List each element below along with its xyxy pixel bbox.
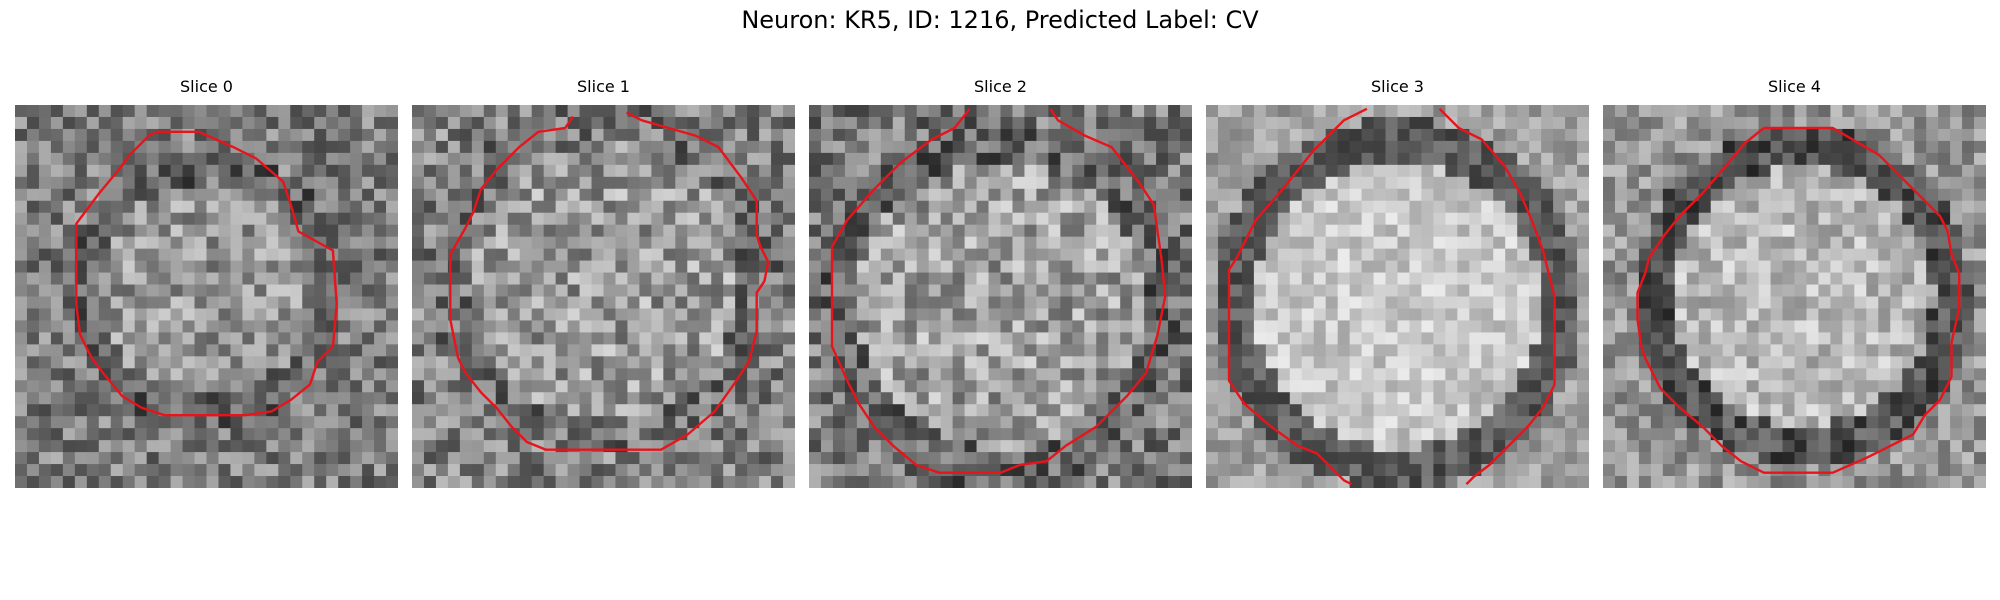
slice-panel-4: Slice 4 (1603, 77, 1986, 488)
slice-title-0: Slice 0 (180, 77, 233, 96)
slice-panel-3: Slice 3 (1206, 77, 1589, 488)
slice-panel-1: Slice 1 (412, 77, 795, 488)
segmentation-contour (449, 111, 770, 451)
slice-title-3: Slice 3 (1371, 77, 1424, 96)
slice-image-4 (1603, 105, 1986, 488)
segmentation-contour (1636, 126, 1961, 474)
slice-image-3 (1206, 105, 1589, 488)
slice-panel-2: Slice 2 (809, 77, 1192, 488)
segmentation-contour (830, 108, 1167, 474)
slice-title-4: Slice 4 (1768, 77, 1821, 96)
slice-panel-0: Slice 0 (15, 77, 398, 488)
slice-image-0 (15, 105, 398, 488)
slice-title-1: Slice 1 (577, 77, 630, 96)
slice-image-1 (412, 105, 795, 488)
slice-image-2 (809, 105, 1192, 488)
figure-title: Neuron: KR5, ID: 1216, Predicted Label: … (741, 6, 1259, 34)
segmentation-contour (1227, 107, 1368, 486)
segmentation-contour (1438, 107, 1556, 486)
segmentation-contour (75, 130, 338, 417)
slice-title-2: Slice 2 (974, 77, 1027, 96)
